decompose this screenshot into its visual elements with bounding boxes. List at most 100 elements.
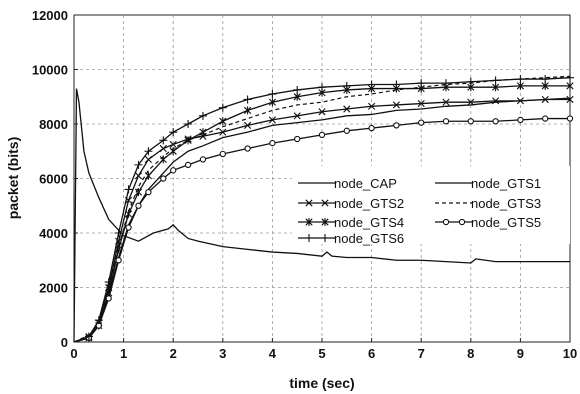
y-tick-label: 2000 [39,281,68,296]
data-point-node_GTS6 [566,73,574,82]
y-tick-label: 4000 [39,226,68,241]
data-point-node_GTS6 [392,80,401,89]
legend-marker [305,218,313,226]
legend-item-node_GTS3: node_GTS3 [435,196,541,211]
y-tick-label: 12000 [32,8,68,23]
data-point-node_GTS6 [516,75,525,84]
data-point-node_GTS6 [417,79,426,88]
data-point-node_GTS5 [566,115,574,122]
data-point-node_GTS2 [541,95,549,104]
data-point-node_GTS2 [442,98,450,106]
legend-label: node_GTS6 [334,231,404,246]
x-tick-label: 3 [219,346,226,361]
legend-item-node_GTS4: node_GTS4 [298,215,404,230]
legend-marker [321,218,329,226]
data-point-node_GTS5 [442,118,450,125]
y-axis-ticks: 0 2000 4000 6000 8000 10000 12000 [32,8,78,350]
data-point-node_GTS5 [125,224,132,231]
legend-marker [305,199,313,207]
data-point-node_GTS5 [393,122,400,129]
data-point-node_GTS6 [134,160,143,169]
y-axis-title: packet (bits) [5,137,21,219]
y-tick-label: 6000 [39,172,68,187]
data-point-node_GTS4 [184,136,192,145]
data-point-node_GTS4 [293,92,301,101]
data-point-node_GTS2 [268,116,276,124]
data-point-node_GTS5 [343,127,350,134]
data-point-node_GTS6 [94,316,103,325]
legend-marker [321,199,329,207]
y-tick-label: 0 [61,335,68,350]
data-point-node_GTS5 [467,118,474,125]
data-point-node_GTS4 [566,81,574,90]
data-point-node_GTS6 [293,85,302,94]
y-tick-label: 8000 [39,117,68,132]
data-point-node_GTS2 [219,128,227,136]
data-point-node_GTS5 [368,124,375,132]
data-point-node_GTS2 [144,155,152,164]
legend-item-node_GTS1: node_GTS1 [435,176,541,191]
x-tick-label: 2 [170,346,177,361]
data-point-node_GTS2 [467,98,475,106]
data-point-node_GTS4 [492,83,500,92]
data-point-node_GTS4 [169,147,177,156]
data-point-node_GTS6 [144,147,153,156]
data-point-node_GTS4 [268,98,276,107]
legend-item-node_CAP: node_CAP [298,176,397,191]
data-point-node_GTS6 [218,103,227,112]
y-tick-label: 10000 [32,63,68,78]
data-point-node_GTS5 [269,139,276,147]
data-point-node_GTS6 [84,332,93,341]
data-point-node_GTS6 [491,76,500,85]
data-point-node_GTS5 [219,150,226,158]
series-node_GTS6 [73,73,574,343]
data-point-node_GTS6 [541,75,550,84]
data-point-node_GTS5 [418,119,425,126]
legend-marker [458,218,466,226]
data-point-node_GTS6 [318,83,326,92]
data-point-node_GTS2 [516,97,524,105]
data-point-node_GTS5 [170,167,177,174]
data-point-node_GTS4 [541,81,549,90]
data-point-node_GTS2 [566,95,574,104]
x-tick-label: 5 [318,346,325,361]
x-tick-label: 8 [467,346,474,361]
data-point-node_GTS2 [134,172,143,180]
legend-label: node_GTS3 [471,196,541,211]
series-node_CAP [73,88,570,343]
data-point-node_GTS5 [244,145,251,152]
data-point-node_GTS5 [294,135,301,143]
data-point-node_GTS6 [243,95,252,104]
data-point-node_GTS6 [198,111,207,120]
series-layer [73,73,574,343]
x-tick-label: 10 [563,346,577,361]
data-point-node_GTS6 [442,79,450,88]
data-point-node_GTS6 [367,80,376,89]
data-point-node_GTS5 [542,115,549,122]
x-tick-label: 7 [418,346,425,361]
data-point-node_GTS6 [466,77,475,86]
legend: node_CAP node_GTS1 node_GTS2 node_GTS3 node_… [292,166,570,246]
x-tick-label: 9 [517,346,524,361]
data-point-node_GTS2 [492,97,500,105]
data-point-node_GTS5 [135,202,142,209]
data-point-node_GTS6 [342,81,351,90]
data-point-node_GTS4 [134,188,143,197]
legend-marker [321,234,329,242]
data-point-node_GTS6 [114,229,123,237]
data-point-node_GTS6 [159,136,168,145]
series-line-node_CAP [73,88,570,343]
data-point-node_GTS5 [184,161,192,169]
legend-label: node_CAP [334,176,397,191]
data-point-node_GTS2 [343,105,351,113]
series-node_GTS3 [73,75,571,343]
data-point-node_GTS2 [417,99,425,108]
data-point-node_GTS5 [115,257,122,264]
data-point-node_GTS5 [199,156,207,163]
data-point-node_GTS4 [124,209,133,218]
data-point-node_GTS2 [169,140,177,149]
data-point-node_GTS4 [199,128,207,137]
legend-label: node_GTS1 [471,176,541,191]
legend-item-node_GTS6: node_GTS6 [298,231,404,246]
